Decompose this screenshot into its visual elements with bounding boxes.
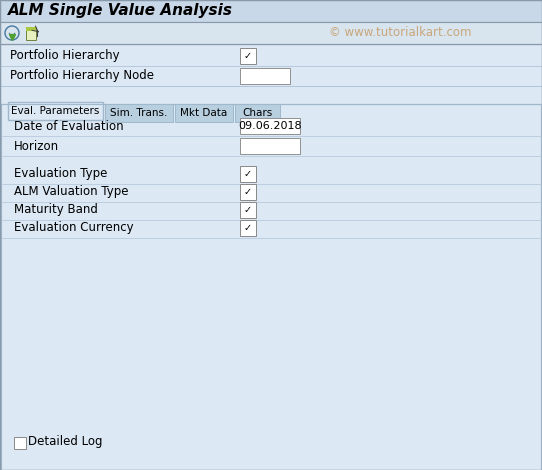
Text: Mkt Data: Mkt Data bbox=[180, 108, 228, 118]
Bar bbox=[240, 184, 256, 200]
Text: Portfolio Hierarchy: Portfolio Hierarchy bbox=[10, 49, 120, 63]
Bar bbox=[175, 104, 233, 122]
Text: ✓: ✓ bbox=[244, 169, 252, 179]
Bar bbox=[235, 104, 280, 122]
Text: Evaluation Currency: Evaluation Currency bbox=[14, 221, 134, 235]
Text: Portfolio Hierarchy Node: Portfolio Hierarchy Node bbox=[10, 70, 154, 83]
Text: © www.tutorialkart.com: © www.tutorialkart.com bbox=[329, 26, 471, 39]
Text: Evaluation Type: Evaluation Type bbox=[14, 167, 107, 180]
Bar bbox=[26, 27, 36, 31]
Text: Maturity Band: Maturity Band bbox=[14, 204, 98, 217]
Bar bbox=[240, 220, 256, 236]
Bar bbox=[26, 27, 36, 40]
Bar bbox=[0, 0, 542, 22]
Bar bbox=[240, 202, 256, 218]
Text: ALM Single Value Analysis: ALM Single Value Analysis bbox=[8, 3, 233, 18]
Text: Horizon: Horizon bbox=[14, 140, 59, 152]
Bar bbox=[1, 104, 541, 470]
Bar bbox=[240, 48, 256, 64]
Bar bbox=[240, 166, 256, 182]
Text: ✓: ✓ bbox=[244, 205, 252, 215]
Text: Date of Evaluation: Date of Evaluation bbox=[14, 119, 124, 133]
Bar bbox=[240, 118, 300, 134]
Bar bbox=[8, 102, 103, 120]
Text: Chars: Chars bbox=[242, 108, 273, 118]
Bar bbox=[105, 104, 173, 122]
Text: Sim. Trans.: Sim. Trans. bbox=[111, 108, 167, 118]
Bar bbox=[240, 68, 290, 84]
Bar bbox=[240, 138, 300, 154]
Bar bbox=[0, 22, 542, 44]
Text: ALM Valuation Type: ALM Valuation Type bbox=[14, 186, 128, 198]
Text: ✓: ✓ bbox=[244, 187, 252, 197]
Bar bbox=[14, 437, 26, 449]
Text: ✓: ✓ bbox=[244, 223, 252, 233]
Text: Eval. Parameters: Eval. Parameters bbox=[11, 106, 100, 116]
Text: ✓: ✓ bbox=[244, 51, 252, 61]
Text: Detailed Log: Detailed Log bbox=[28, 436, 102, 448]
Text: 09.06.2018: 09.06.2018 bbox=[238, 121, 302, 131]
